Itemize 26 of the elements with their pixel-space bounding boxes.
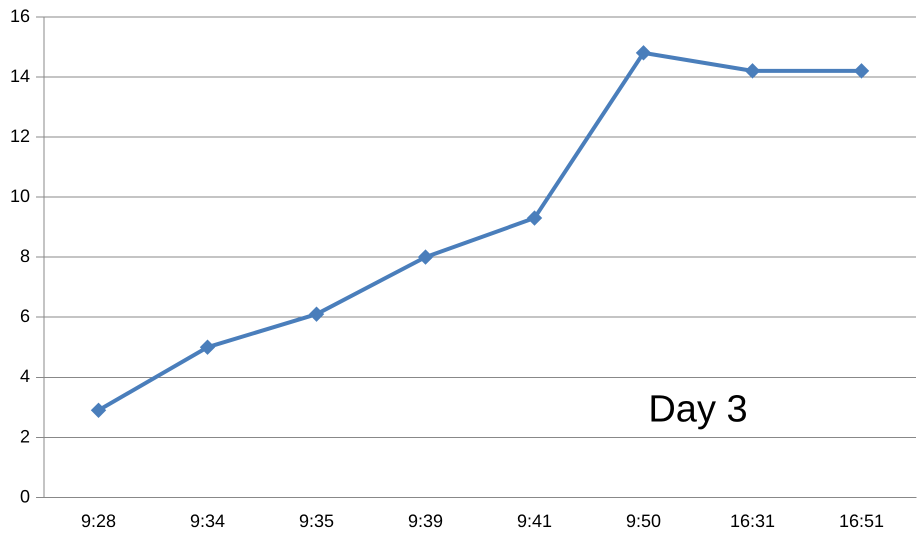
point bbox=[309, 306, 324, 322]
point bbox=[91, 402, 106, 418]
x-tick-label: 9:28 bbox=[80, 511, 116, 532]
x-tick-label: 16:51 bbox=[838, 511, 884, 532]
x-tick-label: 9:35 bbox=[298, 511, 334, 532]
y-tick-label: 14 bbox=[10, 66, 30, 86]
x-tick-label: 9:34 bbox=[190, 511, 226, 532]
y-tick-label: 10 bbox=[10, 186, 30, 206]
y-tick-label: 8 bbox=[20, 246, 30, 266]
y-tick-label: 16 bbox=[10, 6, 30, 26]
x-tick-label: 16:31 bbox=[730, 511, 776, 532]
x-tick-label: 9:41 bbox=[516, 511, 552, 532]
point bbox=[854, 63, 869, 78]
y-tick-label: 6 bbox=[20, 306, 30, 326]
y-tick-label: 0 bbox=[20, 486, 30, 506]
point bbox=[418, 250, 434, 265]
y-tick-label: 4 bbox=[20, 366, 30, 386]
point bbox=[527, 210, 542, 226]
x-tick-label: 9:39 bbox=[408, 511, 444, 532]
point bbox=[200, 340, 216, 355]
point bbox=[636, 45, 652, 60]
x-tick-label: 9:50 bbox=[626, 511, 662, 532]
y-tick-label: 2 bbox=[20, 426, 30, 446]
point bbox=[745, 63, 760, 78]
y-tick-label: 12 bbox=[10, 126, 30, 146]
annotation: Day 3 bbox=[648, 388, 748, 430]
